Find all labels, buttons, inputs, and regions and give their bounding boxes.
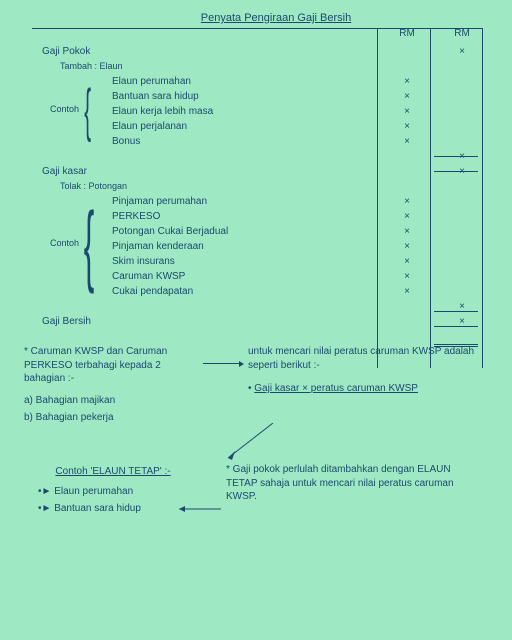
col-header-rm1: RM	[392, 28, 422, 39]
row-elaun1: Elaun perumahan	[112, 76, 191, 87]
doc-title: Penyata Pengiraan Gaji Bersih	[58, 12, 494, 24]
col-header-rm2: RM	[447, 28, 477, 39]
val: ×	[392, 226, 422, 237]
row-gaji-pokok: Gaji Pokok	[42, 46, 90, 57]
note-formula: Gaji kasar × peratus caruman KWSP	[254, 383, 418, 394]
row-pot5: Skim insurans	[112, 256, 175, 267]
val: ×	[392, 121, 422, 132]
row-pot3: Potongan Cukai Berjadual	[112, 226, 228, 237]
note-gaji-pokok-rule: * Gaji pokok perlulah ditambahkan dengan…	[226, 463, 466, 504]
row-pot6: Caruman KWSP	[112, 271, 185, 282]
row-tolak: Tolak : Potongan	[60, 181, 127, 191]
val: ×	[447, 166, 477, 177]
val: ×	[392, 136, 422, 147]
row-elaun3: Elaun kerja lebih masa	[112, 106, 213, 117]
row-pot2: PERKESO	[112, 211, 160, 222]
row-pot4: Pinjaman kenderaan	[112, 241, 204, 252]
val: ×	[447, 151, 477, 162]
val: ×	[392, 286, 422, 297]
note-bahagian-pekerja: b) Bahagian pekerja	[24, 411, 204, 425]
note-elaun-tetap-title: Contoh 'ELAUN TETAP' :-	[38, 465, 188, 479]
val: ×	[447, 316, 477, 327]
note-bantuan-sara: •► Bantuan sara hidup	[38, 502, 188, 516]
val: ×	[392, 256, 422, 267]
row-elaun2: Bantuan sara hidup	[112, 91, 199, 102]
arrow-icon	[203, 363, 243, 364]
arrow-left-icon	[173, 503, 223, 515]
val: ×	[392, 271, 422, 282]
note-kwsp-perkeso: * Caruman KWSP dan Caruman PERKESO terba…	[24, 345, 204, 386]
val: ×	[392, 76, 422, 87]
note-elaun-perumahan: •► Elaun perumahan	[38, 485, 188, 499]
statement-table: RM RM Gaji Pokok × Tambah : Elaun Contoh…	[22, 28, 492, 331]
row-pot1: Pinjaman perumahan	[112, 196, 207, 207]
val: ×	[447, 46, 477, 57]
row-gaji-kasar: Gaji kasar	[42, 166, 87, 177]
note-formula-intro: untuk mencari nilai peratus caruman KWSP…	[248, 345, 478, 372]
row-elaun4: Elaun perjalanan	[112, 121, 187, 132]
val: ×	[392, 106, 422, 117]
row-gaji-bersih: Gaji Bersih	[42, 316, 91, 327]
arrow-diagonal-icon	[218, 423, 278, 463]
row-tambah: Tambah : Elaun	[60, 61, 123, 71]
val: ×	[392, 91, 422, 102]
val: ×	[392, 241, 422, 252]
val: ×	[447, 301, 477, 312]
note-bahagian-majikan: a) Bahagian majikan	[24, 394, 204, 408]
row-elaun5: Bonus	[112, 136, 140, 147]
notes-section: * Caruman KWSP dan Caruman PERKESO terba…	[18, 345, 494, 595]
row-pot7: Cukai pendapatan	[112, 286, 193, 297]
val: ×	[392, 211, 422, 222]
val: ×	[392, 196, 422, 207]
